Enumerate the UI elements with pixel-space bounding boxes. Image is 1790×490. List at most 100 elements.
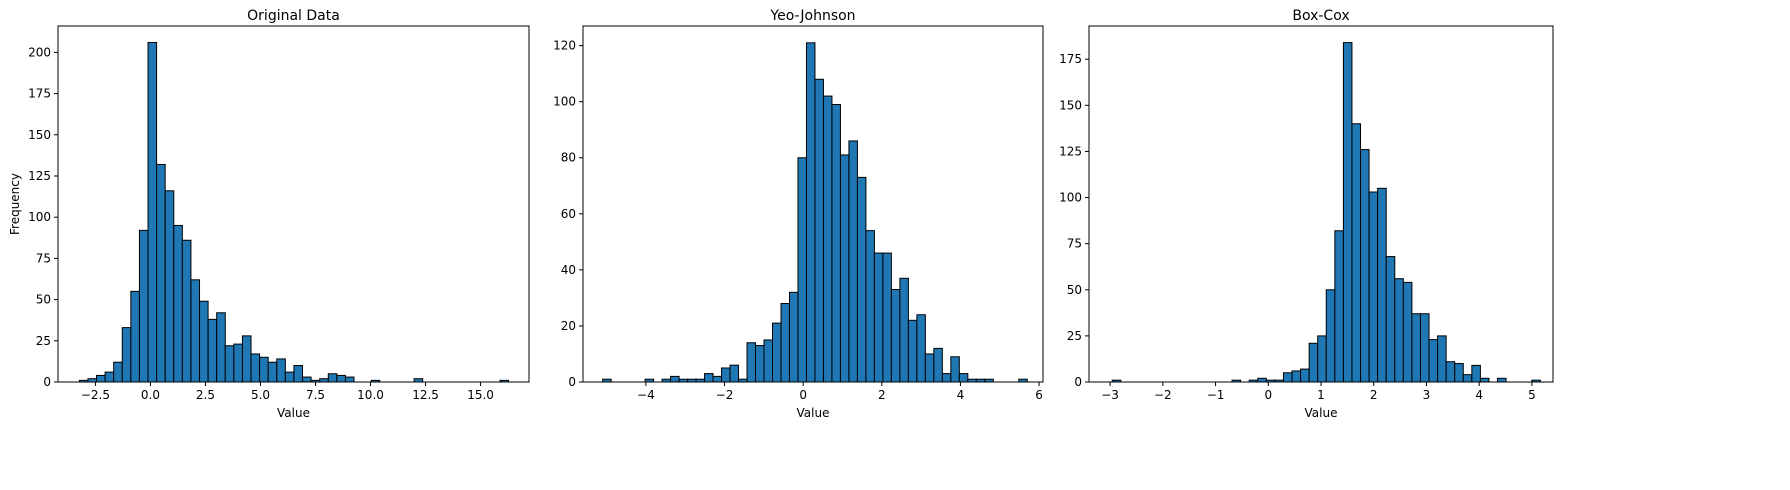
histogram-bar bbox=[1300, 368, 1310, 383]
histogram-bar bbox=[712, 375, 723, 383]
histogram-bar bbox=[259, 356, 269, 383]
histogram-bar bbox=[1317, 335, 1327, 383]
histogram-bar bbox=[848, 140, 858, 383]
y-tick-label: 100 bbox=[1059, 191, 1082, 205]
x-tick-label: 5.0 bbox=[251, 388, 270, 402]
histogram-bar bbox=[284, 371, 295, 383]
y-tick-label: 75 bbox=[1067, 237, 1082, 251]
histogram-bar bbox=[1385, 256, 1396, 383]
chart-title: Original Data bbox=[247, 8, 340, 24]
y-tick-label: 40 bbox=[561, 263, 576, 277]
histogram-bar bbox=[1308, 342, 1319, 383]
histogram-bar bbox=[199, 300, 209, 383]
histogram-bar bbox=[1454, 363, 1464, 383]
y-tick-label: 0 bbox=[568, 375, 576, 389]
histogram-bar bbox=[1445, 361, 1456, 383]
histogram-bar bbox=[207, 318, 218, 383]
histogram-bar bbox=[241, 335, 252, 383]
histogram-bar bbox=[1325, 289, 1336, 383]
histogram-bar bbox=[1334, 230, 1344, 383]
x-axis-label: Value bbox=[1305, 406, 1338, 420]
histogram-bar bbox=[1394, 278, 1404, 383]
histogram-bar bbox=[950, 356, 960, 383]
histogram-bar bbox=[882, 252, 892, 383]
histogram-bar bbox=[797, 157, 807, 383]
histogram-bar bbox=[138, 229, 149, 383]
histogram-bar bbox=[763, 339, 774, 383]
histogram-bar bbox=[156, 163, 166, 383]
histogram-bar bbox=[121, 327, 132, 383]
histogram-bar bbox=[233, 343, 243, 383]
y-tick-label: 60 bbox=[561, 207, 576, 221]
histogram-bar bbox=[780, 303, 790, 383]
x-tick-label: −2.5 bbox=[81, 388, 110, 402]
x-tick-label: 3 bbox=[1423, 388, 1431, 402]
histogram-bar bbox=[839, 154, 850, 383]
histogram-bar bbox=[1377, 187, 1387, 383]
y-tick-label: 175 bbox=[28, 87, 51, 101]
histogram-bar bbox=[147, 41, 158, 383]
histogram-bar bbox=[190, 279, 201, 383]
histogram-bar bbox=[1419, 313, 1430, 383]
histogram-bar bbox=[181, 239, 192, 383]
histogram-bar bbox=[933, 347, 943, 383]
histogram-bar bbox=[941, 373, 952, 383]
x-tick-label: 5 bbox=[1528, 388, 1536, 402]
y-tick-label: 120 bbox=[553, 39, 576, 53]
histogram-bar bbox=[729, 364, 740, 383]
histogram-bar bbox=[1437, 335, 1447, 383]
histogram-bar bbox=[173, 224, 183, 383]
y-tick-label: 150 bbox=[28, 128, 51, 142]
x-tick-label: 6 bbox=[1035, 388, 1043, 402]
histogram-bar bbox=[130, 290, 140, 383]
x-tick-label: −1 bbox=[1207, 388, 1225, 402]
histogram-bar bbox=[899, 277, 909, 383]
y-tick-label: 50 bbox=[1067, 283, 1082, 297]
histogram-bar bbox=[1257, 377, 1267, 383]
x-tick-label: −2 bbox=[1154, 388, 1172, 402]
histogram-bar bbox=[873, 252, 884, 383]
histogram-bar bbox=[1471, 364, 1481, 383]
plot-area-frame bbox=[582, 25, 1044, 383]
histogram-bar bbox=[958, 373, 969, 383]
x-tick-label: 4 bbox=[957, 388, 965, 402]
chart-title: Yeo-Johnson bbox=[769, 8, 855, 24]
y-tick-label: 25 bbox=[1067, 329, 1082, 343]
x-tick-label: 0.0 bbox=[141, 388, 160, 402]
x-tick-label: 7.5 bbox=[306, 388, 325, 402]
y-tick-label: 50 bbox=[36, 293, 51, 307]
histogram-bar bbox=[224, 345, 235, 383]
y-tick-label: 75 bbox=[36, 251, 51, 265]
chart-title: Box-Cox bbox=[1292, 8, 1349, 24]
histogram-bar bbox=[1497, 377, 1507, 383]
histogram-bar bbox=[276, 358, 286, 383]
histogram-bar bbox=[721, 367, 731, 383]
histogram-bar bbox=[267, 361, 278, 383]
histogram-bar bbox=[1360, 149, 1370, 383]
histogram-bar bbox=[755, 345, 765, 383]
x-tick-label: 0 bbox=[799, 388, 807, 402]
histogram-bar bbox=[1291, 370, 1302, 383]
histogram-bar bbox=[788, 291, 799, 383]
histogram-bar bbox=[344, 376, 355, 383]
histogram-bar bbox=[293, 365, 304, 383]
histogram-bar bbox=[831, 103, 841, 383]
histogram-bar bbox=[1411, 313, 1421, 383]
y-tick-label: 150 bbox=[1059, 98, 1082, 112]
histogram-bar bbox=[164, 190, 175, 383]
y-tick-label: 125 bbox=[28, 169, 51, 183]
histogram-bar bbox=[336, 374, 346, 383]
x-tick-label: 2.5 bbox=[196, 388, 215, 402]
histogram-bar bbox=[746, 342, 757, 383]
histogram-bar bbox=[104, 371, 115, 383]
y-tick-label: 80 bbox=[561, 151, 576, 165]
x-tick-label: 10.0 bbox=[357, 388, 384, 402]
histogram-bar bbox=[907, 319, 918, 383]
y-tick-label: 100 bbox=[28, 210, 51, 224]
histogram-bar bbox=[856, 176, 867, 383]
histogram-bar bbox=[1462, 374, 1473, 383]
y-tick-label: 200 bbox=[28, 45, 51, 59]
histogram-bar bbox=[302, 376, 312, 383]
histogram-bar bbox=[805, 42, 816, 383]
x-tick-label: 15.0 bbox=[467, 388, 494, 402]
